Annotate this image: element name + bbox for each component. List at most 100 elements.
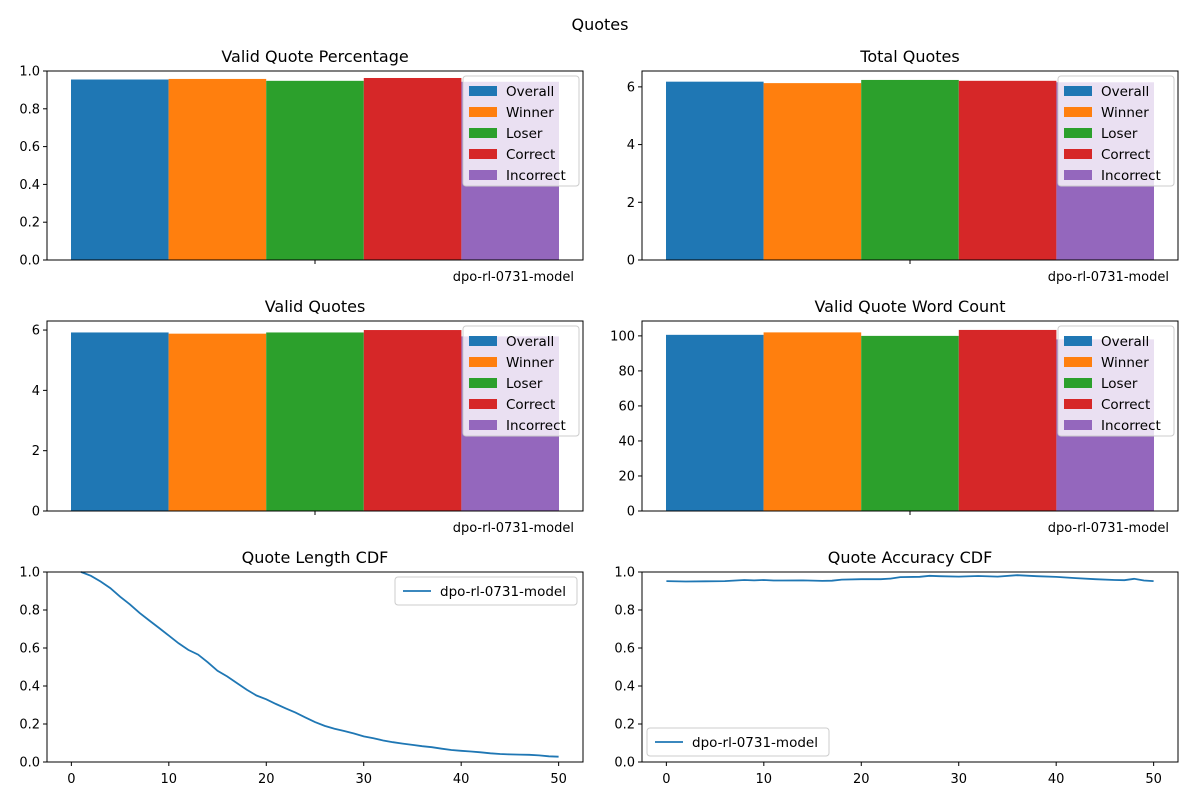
y-tick-label: 1.0 [19, 65, 40, 80]
y-tick-label: 0.2 [614, 718, 635, 733]
subplot-3: Valid Quotes 0 2 4 6 dpo-rl-0731-model Overall… [32, 297, 584, 536]
y-tick-label: 0.0 [614, 756, 635, 771]
legend-swatch [469, 128, 497, 138]
subplot-title: Total Quotes [859, 47, 959, 66]
legend-swatch [469, 399, 497, 409]
legend-label: Correct [506, 147, 555, 163]
x-tick-label: dpo-rl-0731-model [1048, 521, 1169, 536]
bar-winner [763, 332, 862, 511]
legend: Overall Winner Loser Correct Incorrect [462, 325, 580, 437]
y-tick-label: 6 [32, 324, 40, 339]
x-tick-label: 10 [161, 772, 178, 787]
axes-frame [641, 320, 1179, 512]
legend-swatch [1064, 399, 1092, 409]
series-line [666, 574, 1154, 583]
legend-swatch [469, 336, 497, 346]
subplot-6: Quote Accuracy CDF 0.0 0.2 0.4 0.6 0.8 1.0 0 10 2… [614, 548, 1179, 787]
y-tick-label: 6 [627, 80, 635, 95]
y-tick-label: 0 [627, 505, 635, 520]
legend-swatch [1064, 357, 1092, 367]
legend-label: Overall [506, 84, 554, 100]
legend-swatch [469, 170, 497, 180]
y-tick-label: 0.4 [614, 680, 635, 695]
x-tick-label: 50 [550, 772, 567, 787]
legend-swatch [1064, 170, 1092, 180]
y-tick-label: 40 [618, 434, 635, 449]
legend-label: Incorrect [1101, 168, 1161, 184]
axes-frame [46, 320, 584, 512]
y-tick-label: 0.2 [19, 718, 40, 733]
x-tick-label: 50 [1145, 772, 1162, 787]
subplot-title: Valid Quotes [265, 297, 366, 316]
legend-label: Incorrect [1101, 418, 1161, 434]
x-tick-label: 20 [258, 772, 275, 787]
legend-label: Winner [1101, 355, 1149, 371]
bar-winner [168, 333, 267, 511]
legend-swatch [469, 378, 497, 388]
figure-title: Quotes [572, 15, 629, 34]
legend-label: Incorrect [506, 418, 566, 434]
x-tick-label: dpo-rl-0731-model [453, 270, 574, 285]
legend: Overall Winner Loser Correct Incorrect [462, 75, 580, 187]
legend-label: Winner [506, 105, 554, 121]
y-tick-label: 0.0 [19, 756, 40, 771]
legend-swatch [469, 86, 497, 96]
y-tick-label: 1.0 [19, 566, 40, 581]
bar-correct [958, 329, 1057, 511]
axes-frame [46, 571, 584, 763]
legend-label: Loser [1101, 376, 1138, 392]
legend-swatch [1064, 149, 1092, 159]
y-tick-label: 0.6 [614, 642, 635, 657]
y-tick-label: 0.8 [19, 604, 40, 619]
legend-label: Correct [1101, 397, 1150, 413]
y-tick-label: 0.2 [19, 216, 40, 231]
legend-label: Winner [1101, 105, 1149, 121]
legend-swatch [469, 107, 497, 117]
subplot-1: Valid Quote Percentage 0.0 0.2 0.4 0.6 0.8 1.0… [19, 47, 584, 285]
legend-swatch [1064, 420, 1092, 430]
y-tick-label: 1.0 [614, 566, 635, 581]
legend-label: Overall [506, 334, 554, 350]
series-line [80, 571, 559, 758]
legend-label: Correct [1101, 147, 1150, 163]
legend-label: Loser [1101, 126, 1138, 142]
legend-swatch [469, 420, 497, 430]
bar-loser [266, 332, 364, 511]
bar-loser [861, 335, 959, 511]
y-tick-label: 0 [32, 505, 40, 520]
x-tick-label: 0 [662, 772, 670, 787]
bar-overall [71, 79, 169, 260]
legend: Overall Winner Loser Correct Incorrect [1057, 325, 1175, 437]
legend-label: Loser [506, 376, 543, 392]
x-tick-label: 20 [853, 772, 870, 787]
legend-swatch [1064, 128, 1092, 138]
legend: dpo-rl-0731-model [394, 576, 578, 606]
axes-frame [641, 70, 1179, 261]
subplot-2: Total Quotes 0 2 4 6 dpo-rl-0731-model Overall… [627, 47, 1179, 285]
y-tick-label: 20 [618, 469, 635, 484]
y-tick-label: 0.4 [19, 178, 40, 193]
legend-label: Overall [1101, 334, 1149, 350]
bar-loser [861, 79, 959, 260]
legend-label: dpo-rl-0731-model [440, 584, 566, 600]
legend: dpo-rl-0731-model [646, 727, 830, 757]
y-tick-label: 0.0 [19, 254, 40, 269]
x-tick-label: dpo-rl-0731-model [1048, 270, 1169, 285]
legend-label: Correct [506, 397, 555, 413]
bar-winner [168, 78, 267, 260]
y-tick-label: 0 [627, 254, 635, 269]
subplot-5: Quote Length CDF 0.0 0.2 0.4 0.6 0.8 1.0 0 10 20 3… [19, 548, 584, 787]
y-tick-label: 0.6 [19, 642, 40, 657]
subplot-title: Quote Length CDF [242, 548, 389, 567]
y-tick-label: 0.6 [19, 140, 40, 155]
legend-swatch [1064, 378, 1092, 388]
y-tick-label: 2 [32, 444, 40, 459]
axes-frame [46, 70, 584, 261]
subplot-title: Valid Quote Percentage [221, 47, 408, 66]
subplot-4: Valid Quote Word Count 0 20 40 60 80 100 dpo-rl… [610, 297, 1179, 536]
x-tick-label: 30 [355, 772, 372, 787]
legend: Overall Winner Loser Correct Incorrect [1057, 75, 1175, 187]
legend-box [394, 576, 578, 606]
y-tick-label: 4 [32, 384, 40, 399]
bar-correct [363, 330, 462, 511]
